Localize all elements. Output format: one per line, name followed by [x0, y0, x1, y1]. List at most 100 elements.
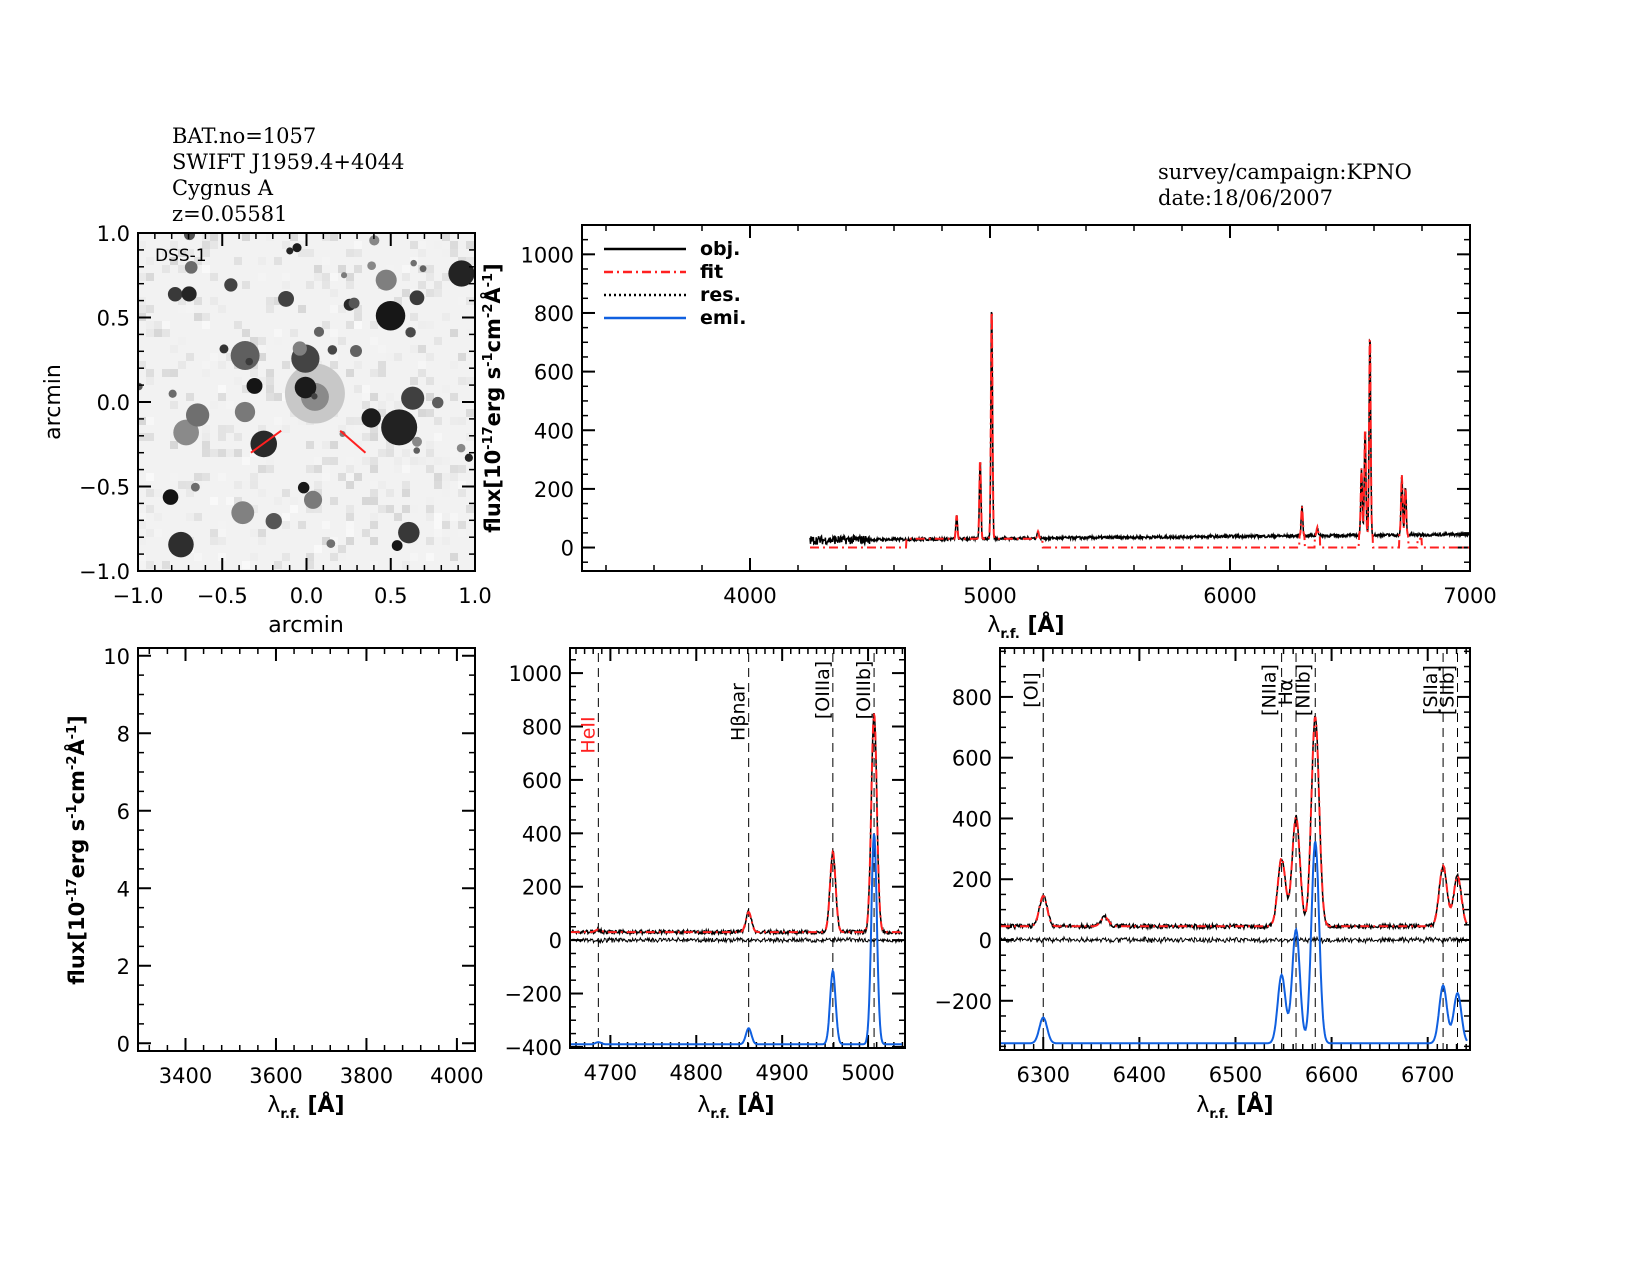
- star: [181, 286, 197, 302]
- emission-components: [1001, 841, 1468, 1045]
- noise-pixel: [442, 233, 450, 241]
- noise-pixel: [282, 281, 290, 289]
- x-tick-label: 1.0: [458, 584, 491, 608]
- line-label: [SIIb]: [1437, 665, 1459, 715]
- noise-pixel: [138, 553, 146, 561]
- noise-pixel: [242, 329, 250, 337]
- noise-pixel: [242, 281, 250, 289]
- noise-pixel: [218, 529, 226, 537]
- noise-pixel: [162, 537, 170, 545]
- noise-pixel: [394, 457, 402, 465]
- noise-pixel: [378, 401, 386, 409]
- noise-pixel: [306, 553, 314, 561]
- noise-pixel: [290, 329, 298, 337]
- noise-pixel: [402, 489, 410, 497]
- star: [234, 401, 256, 423]
- noise-pixel: [250, 553, 258, 561]
- y-tick-label: 0.5: [97, 307, 130, 331]
- x-tick-label: 6700: [1401, 1063, 1454, 1087]
- star: [375, 269, 397, 291]
- noise-pixel: [298, 249, 306, 257]
- star: [162, 489, 179, 505]
- legend-label: res.: [700, 284, 741, 306]
- noise-pixel: [138, 537, 146, 545]
- plot-frame: [137, 647, 476, 1052]
- noise-pixel: [250, 369, 258, 377]
- noise-pixel: [378, 553, 386, 561]
- x-tick-label: 3400: [159, 1064, 212, 1088]
- noise-pixel: [466, 377, 474, 385]
- star: [219, 344, 229, 354]
- noise-pixel: [210, 529, 218, 537]
- noise-pixel: [306, 561, 314, 569]
- noise-pixel: [218, 361, 226, 369]
- noise-pixel: [346, 473, 354, 481]
- noise-pixel: [322, 441, 330, 449]
- noise-pixel: [146, 505, 154, 513]
- star: [348, 297, 360, 309]
- noise-pixel: [186, 353, 194, 361]
- noise-pixel: [298, 521, 306, 529]
- noise-pixel: [370, 497, 378, 505]
- noise-pixel: [170, 345, 178, 353]
- noise-pixel: [450, 361, 458, 369]
- noise-pixel: [450, 553, 458, 561]
- noise-pixel: [266, 369, 274, 377]
- noise-pixel: [218, 433, 226, 441]
- noise-pixel: [338, 545, 346, 553]
- noise-pixel: [138, 513, 146, 521]
- noise-pixel: [202, 313, 210, 321]
- star: [303, 490, 323, 509]
- noise-pixel: [458, 481, 466, 489]
- x-tick-label: 4700: [584, 1061, 637, 1085]
- plot-frame: [569, 647, 906, 1049]
- noise-pixel: [442, 249, 450, 257]
- noise-pixel: [330, 553, 338, 561]
- noise-pixel: [274, 257, 282, 265]
- panel-blue: 3400 3600 3800 4000 0 2 4 6 8 10 λr.f. [Å] flux[10-…: [64, 645, 484, 1122]
- noise-pixel: [170, 241, 178, 249]
- noise-pixel: [306, 249, 314, 257]
- noise-pixel: [346, 465, 354, 473]
- panel-hbeta: 4700 4800 4900 5000 −400 −200 0 200 400 600 800 100…: [504, 647, 906, 1122]
- noise-pixel: [370, 425, 378, 433]
- star: [265, 512, 282, 530]
- y-axis-label: flux[10-17erg s-1cm-2Å-1]: [480, 263, 505, 532]
- line-label: [OI]: [1020, 672, 1042, 707]
- noise-pixel: [338, 473, 346, 481]
- noise-pixel: [226, 353, 234, 361]
- y-tick-label: 1000: [521, 243, 574, 267]
- noise-pixel: [234, 433, 242, 441]
- noise-pixel: [378, 345, 386, 353]
- star: [412, 436, 422, 447]
- emission-components: [570, 833, 903, 1046]
- noise-pixel: [154, 321, 162, 329]
- x-tick-label: 6600: [1305, 1063, 1358, 1087]
- noise-pixel: [402, 465, 410, 473]
- noise-pixel: [274, 329, 282, 337]
- noise-pixel: [266, 233, 274, 241]
- star: [278, 290, 294, 307]
- noise-pixel: [258, 425, 266, 433]
- noise-pixel: [186, 369, 194, 377]
- noise-pixel: [210, 233, 218, 241]
- noise-pixel: [202, 449, 210, 457]
- noise-pixel: [386, 353, 394, 361]
- y-tick-label: 600: [522, 769, 562, 793]
- noise-pixel: [242, 233, 250, 241]
- star: [369, 235, 380, 246]
- noise-pixel: [258, 537, 266, 545]
- x-tick-label: 7000: [1443, 584, 1496, 608]
- residual-spectrum: [1000, 935, 1468, 945]
- swift-name: SWIFT J1959.4+4044: [172, 150, 405, 174]
- noise-pixel: [410, 241, 418, 249]
- noise-pixel: [314, 545, 322, 553]
- noise-pixel: [258, 489, 266, 497]
- residual-spectrum: [570, 936, 903, 945]
- noise-pixel: [434, 417, 442, 425]
- noise-pixel: [306, 505, 314, 513]
- y-tick-label: 0: [549, 929, 562, 953]
- noise-pixel: [282, 425, 290, 433]
- star: [326, 539, 336, 548]
- noise-pixel: [394, 513, 402, 521]
